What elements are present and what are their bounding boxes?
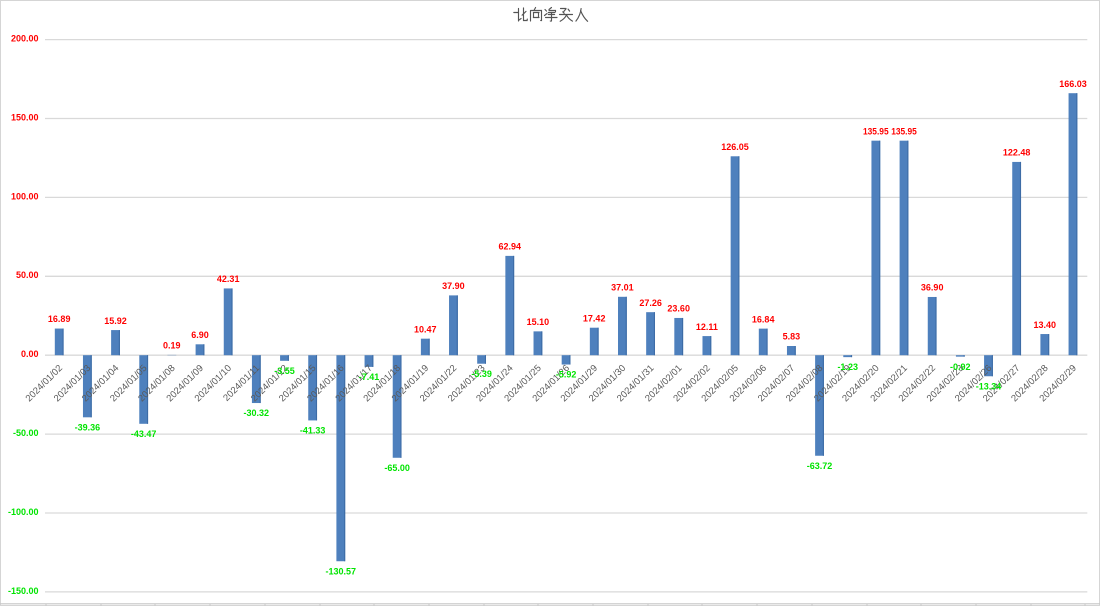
svg-text:-50.00: -50.00: [13, 428, 39, 438]
svg-text:-0.92: -0.92: [950, 362, 971, 372]
svg-text:-3.55: -3.55: [274, 366, 295, 376]
svg-text:-63.72: -63.72: [807, 461, 833, 471]
svg-text:12.11: 12.11: [696, 322, 718, 332]
svg-text:10.47: 10.47: [414, 324, 437, 334]
svg-text:-41.33: -41.33: [300, 426, 326, 436]
svg-text:122.48: 122.48: [1003, 148, 1031, 158]
svg-text:15.92: 15.92: [104, 316, 127, 326]
svg-text:200.00: 200.00: [11, 34, 39, 44]
svg-text:-7.41: -7.41: [359, 372, 380, 382]
svg-text:37.90: 37.90: [442, 281, 465, 291]
svg-text:-13.34: -13.34: [976, 381, 1002, 391]
svg-text:0.19: 0.19: [163, 341, 181, 351]
svg-text:135.95: 135.95: [891, 126, 917, 136]
svg-text:-5.39: -5.39: [471, 369, 492, 379]
svg-text:5.83: 5.83: [783, 332, 801, 342]
svg-text:-5.92: -5.92: [556, 370, 577, 380]
svg-text:27.26: 27.26: [639, 298, 662, 308]
svg-text:100.00: 100.00: [11, 191, 39, 201]
svg-text:-65.00: -65.00: [384, 463, 410, 473]
svg-text:17.42: 17.42: [583, 313, 606, 323]
svg-text:-39.36: -39.36: [75, 422, 101, 432]
svg-text:166.03: 166.03: [1059, 79, 1087, 89]
svg-text:37.01: 37.01: [611, 283, 634, 293]
svg-text:16.84: 16.84: [752, 314, 775, 324]
svg-text:15.10: 15.10: [527, 317, 550, 327]
svg-text:135.95: 135.95: [863, 126, 889, 136]
svg-text:6.90: 6.90: [191, 330, 209, 340]
svg-text:13.40: 13.40: [1034, 320, 1057, 330]
svg-text:-150.00: -150.00: [8, 586, 39, 596]
svg-text:126.05: 126.05: [721, 142, 749, 152]
svg-text:0.00: 0.00: [21, 349, 39, 359]
svg-text:-1.23: -1.23: [837, 362, 858, 372]
svg-text:50.00: 50.00: [16, 270, 39, 280]
svg-text:-130.57: -130.57: [326, 566, 357, 576]
svg-text:150.00: 150.00: [11, 112, 39, 122]
svg-text:16.89: 16.89: [48, 314, 71, 324]
svg-text:62.94: 62.94: [499, 242, 522, 252]
svg-text:-30.32: -30.32: [244, 408, 270, 418]
svg-text:-43.47: -43.47: [131, 429, 157, 439]
svg-text:23.60: 23.60: [667, 304, 690, 314]
svg-text:-100.00: -100.00: [8, 507, 39, 517]
svg-text:42.31: 42.31: [217, 274, 240, 284]
svg-text:36.90: 36.90: [921, 283, 944, 293]
